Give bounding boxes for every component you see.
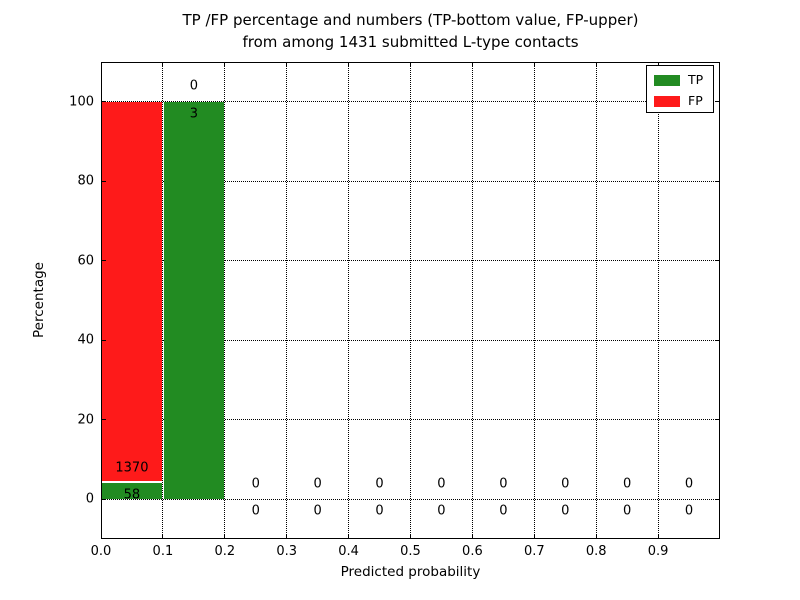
y-tick-mark: [101, 101, 106, 103]
y-tick-mark-right: [715, 180, 720, 182]
y-tick-mark: [101, 180, 106, 182]
x-tick-mark: [595, 534, 597, 539]
y-tick-label: 40: [77, 332, 94, 348]
x-tick-label: 0.5: [400, 544, 421, 559]
x-tick-mark: [657, 534, 659, 539]
x-tick-label: 0.7: [523, 544, 545, 559]
x-tick-mark: [533, 534, 535, 539]
tp-count-annotation: 3: [189, 106, 198, 122]
tp-count-annotation: 0: [313, 503, 322, 519]
y-tick-mark-right: [715, 419, 720, 421]
x-tick-mark: [100, 534, 102, 539]
fp-count-annotation: 0: [251, 476, 260, 492]
tp-count-annotation: 0: [437, 503, 446, 519]
x-tick-mark: [471, 534, 473, 539]
v-gridline: [286, 62, 288, 539]
tp-count-annotation: 0: [623, 503, 632, 519]
tp-count-annotation: 0: [251, 503, 260, 519]
y-tick-mark: [101, 419, 106, 421]
x-tick-mark-top: [471, 62, 473, 67]
x-tick-mark-top: [162, 62, 164, 67]
x-tick-label: 0.3: [276, 544, 298, 559]
y-tick-mark-right: [715, 260, 720, 262]
x-tick-label: 0.8: [585, 544, 607, 559]
v-gridline: [471, 62, 473, 539]
v-gridline: [657, 62, 659, 539]
x-tick-mark-top: [657, 62, 659, 67]
bar-segment-fp: [102, 101, 162, 484]
fp-count-annotation: 0: [313, 476, 322, 492]
x-tick-label: 0.9: [647, 544, 669, 559]
fp-count-annotation: 0: [189, 78, 198, 94]
y-tick-label: 80: [77, 173, 94, 189]
chart-title: TP /FP percentage and numbers (TP-bottom…: [101, 9, 720, 53]
tp-count-annotation: 0: [375, 503, 384, 519]
x-tick-mark-top: [286, 62, 288, 67]
y-tick-label: 100: [69, 94, 94, 110]
v-gridline: [348, 62, 350, 539]
y-axis-label: Percentage: [31, 262, 47, 338]
v-gridline: [224, 62, 226, 539]
legend-swatch-fp-icon: [654, 95, 680, 107]
legend-swatch-tp-icon: [654, 74, 680, 86]
x-tick-mark-top: [224, 62, 226, 67]
bar-segment-tp: [102, 483, 162, 500]
x-tick-label: 0.2: [214, 544, 236, 559]
y-tick-mark-right: [715, 101, 720, 103]
legend-label-fp: FP: [688, 93, 703, 108]
y-tick-mark: [101, 339, 106, 341]
y-tick-mark: [101, 498, 106, 500]
v-gridline: [533, 62, 535, 539]
y-tick-mark-right: [715, 339, 720, 341]
x-tick-mark: [162, 534, 164, 539]
tp-count-annotation: 0: [499, 503, 508, 519]
tp-count-annotation: 0: [561, 503, 570, 519]
x-tick-label: 0.4: [338, 544, 359, 559]
x-tick-mark-top: [410, 62, 411, 67]
fp-count-annotation: 0: [437, 476, 446, 492]
x-axis-label: Predicted probability: [340, 564, 481, 580]
v-gridline: [162, 62, 164, 539]
legend-item-tp: TP: [647, 71, 713, 89]
x-tick-mark-top: [595, 62, 597, 67]
x-tick-label: 0.6: [462, 544, 483, 559]
tp-count-annotation: 0: [684, 503, 694, 519]
fp-count-annotation: 1370: [115, 460, 149, 476]
x-tick-mark-top: [348, 62, 350, 67]
x-tick-mark: [224, 534, 226, 539]
y-tick-mark-right: [715, 498, 720, 500]
v-gridline: [595, 62, 597, 539]
chart-title-line2: from among 1431 submitted L-type contact…: [242, 33, 579, 51]
axes-frame: [101, 62, 720, 539]
tp-count-annotation: 58: [123, 487, 141, 503]
legend-item-fp: FP: [647, 92, 713, 110]
bar-segment-tp: [163, 101, 224, 500]
x-tick-mark: [286, 534, 288, 539]
x-tick-label: 0.1: [152, 544, 174, 559]
fp-count-annotation: 0: [561, 476, 570, 492]
y-tick-label: 0: [85, 491, 94, 507]
y-tick-label: 60: [77, 253, 94, 269]
x-tick-label: 0.0: [90, 544, 112, 559]
fp-count-annotation: 0: [684, 476, 694, 492]
fp-count-annotation: 0: [375, 476, 384, 492]
y-tick-label: 20: [77, 412, 94, 428]
fp-count-annotation: 0: [499, 476, 508, 492]
y-tick-mark: [101, 260, 106, 262]
x-tick-mark-top: [533, 62, 535, 67]
x-tick-mark: [348, 534, 350, 539]
legend: TP FP: [646, 65, 714, 113]
fp-count-annotation: 0: [623, 476, 632, 492]
chart-title-line1: TP /FP percentage and numbers (TP-bottom…: [182, 11, 639, 29]
v-gridline: [410, 62, 411, 539]
x-tick-mark-top: [100, 62, 102, 67]
legend-label-tp: TP: [688, 72, 704, 87]
x-tick-mark: [410, 534, 411, 539]
